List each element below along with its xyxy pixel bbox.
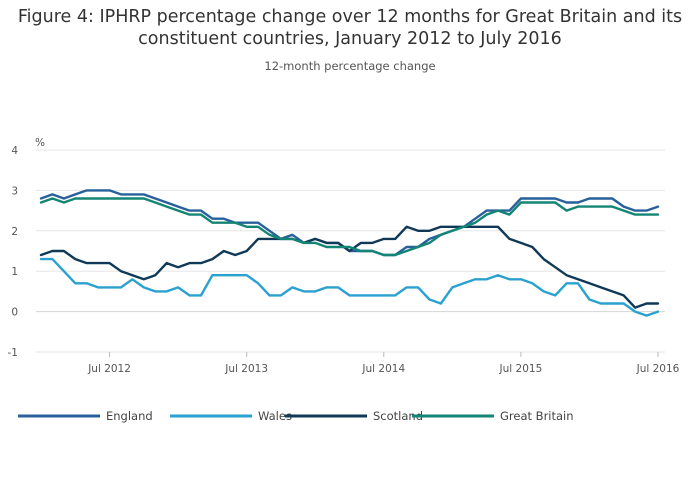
x-tick-label: Jul 2012 (87, 363, 131, 375)
series-line-england (39, 189, 660, 257)
y-tick-label: 1 (11, 266, 18, 278)
y-tick-label: 2 (11, 226, 18, 238)
y-tick-label: 3 (11, 185, 18, 197)
legend-label: Scotland (373, 409, 423, 423)
x-tick-label: Jul 2016 (636, 363, 680, 375)
legend-label: Great Britain (500, 409, 574, 423)
x-tick-label: Jul 2014 (361, 363, 405, 375)
chart-subtitle: 12-month percentage change (264, 59, 436, 73)
series-line-wales (39, 257, 660, 317)
x-tick-label: Jul 2015 (499, 363, 543, 375)
y-tick-label: 4 (11, 145, 18, 157)
y-axis-label: % (35, 137, 45, 149)
legend-label: Wales (258, 409, 292, 423)
y-tick-label: -1 (8, 347, 18, 359)
x-tick-label: Jul 2013 (224, 363, 268, 375)
series-line-scotland (39, 225, 660, 309)
series-line-great-britain (39, 197, 660, 257)
y-tick-label: 0 (11, 307, 18, 319)
chart-title: Figure 4: IPHRP percentage change over 1… (17, 7, 683, 49)
legend-label: England (106, 409, 153, 423)
